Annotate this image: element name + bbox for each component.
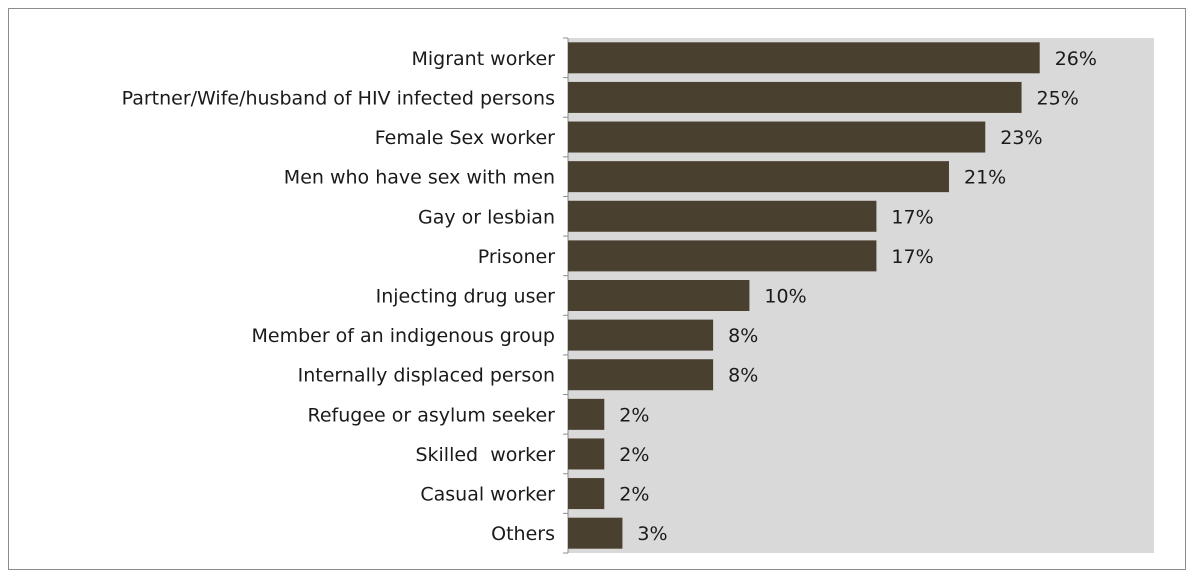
category-label: Skilled worker [415, 444, 555, 466]
category-label: Member of an indigenous group [251, 325, 555, 347]
bar [568, 42, 1040, 74]
bar [568, 517, 623, 549]
value-label: 17% [891, 206, 933, 228]
category-label: Casual worker [420, 484, 555, 506]
category-label: Prisoner [478, 246, 555, 268]
bar [568, 398, 605, 430]
bar [568, 240, 877, 272]
bar [568, 121, 986, 153]
category-label: Gay or lesbian [418, 206, 555, 228]
category-label: Injecting drug user [376, 286, 556, 308]
value-labels: 26% 25% 23% 21% 17% 17% 10% 8% 8% 2% 2% 2% 3% [619, 48, 1097, 545]
category-label: Refugee or asylum seeker [308, 404, 556, 426]
value-label: 8% [728, 365, 758, 387]
value-label: 2% [619, 484, 649, 506]
value-label: 26% [1055, 48, 1097, 70]
value-label: 8% [728, 325, 758, 347]
category-label: Female Sex worker [375, 127, 555, 149]
value-label: 2% [619, 444, 649, 466]
bar [568, 81, 1022, 113]
category-label: Others [491, 523, 555, 545]
category-label: Migrant worker [411, 48, 555, 70]
category-label: Internally displaced person [298, 365, 555, 387]
value-label: 23% [1000, 127, 1042, 149]
bar [568, 161, 949, 193]
value-label: 10% [764, 286, 806, 308]
value-label: 17% [891, 246, 933, 268]
category-label: Men who have sex with men [284, 167, 555, 189]
bar [568, 200, 877, 232]
bar [568, 478, 605, 510]
value-label: 25% [1037, 87, 1079, 109]
bar [568, 319, 714, 351]
bars-group [568, 42, 1040, 549]
category-label: Partner/Wife/husband of HIV infected per… [122, 87, 555, 109]
value-label: 21% [964, 167, 1006, 189]
y-axis-ticks [563, 37, 568, 554]
bar [568, 280, 750, 311]
category-labels: Migrant worker Partner/Wife/husband of HI… [122, 48, 556, 545]
bar [568, 359, 714, 391]
bar [568, 438, 605, 470]
value-label: 2% [619, 404, 649, 426]
value-label: 3% [637, 523, 667, 545]
